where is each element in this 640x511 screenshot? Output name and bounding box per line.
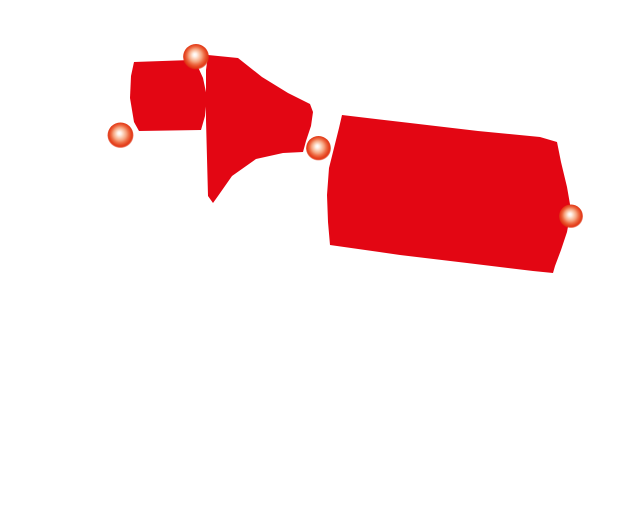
- marker-north-junction-icon[interactable]: [183, 44, 209, 70]
- region-ridge-strip-area: [310, 100, 560, 142]
- region-district-east-band[interactable]: [327, 115, 571, 273]
- region-southeast-column-area: [593, 276, 640, 511]
- marker-west-coast-icon[interactable]: [107, 122, 134, 149]
- region-south-lowland-area: [0, 256, 640, 511]
- region-north-channel-area: [207, 0, 368, 115]
- highlighted-districts-layer: [130, 55, 571, 273]
- region-district-west-quad[interactable]: [130, 60, 207, 131]
- marker-central-gap-icon[interactable]: [306, 136, 331, 161]
- region-district-middle[interactable]: [206, 55, 313, 203]
- markers-layer: [107, 44, 583, 229]
- region-east-cape-area: [553, 142, 612, 273]
- region-west-coast-area: [90, 90, 213, 200]
- marker-east-cape-icon[interactable]: [559, 204, 583, 229]
